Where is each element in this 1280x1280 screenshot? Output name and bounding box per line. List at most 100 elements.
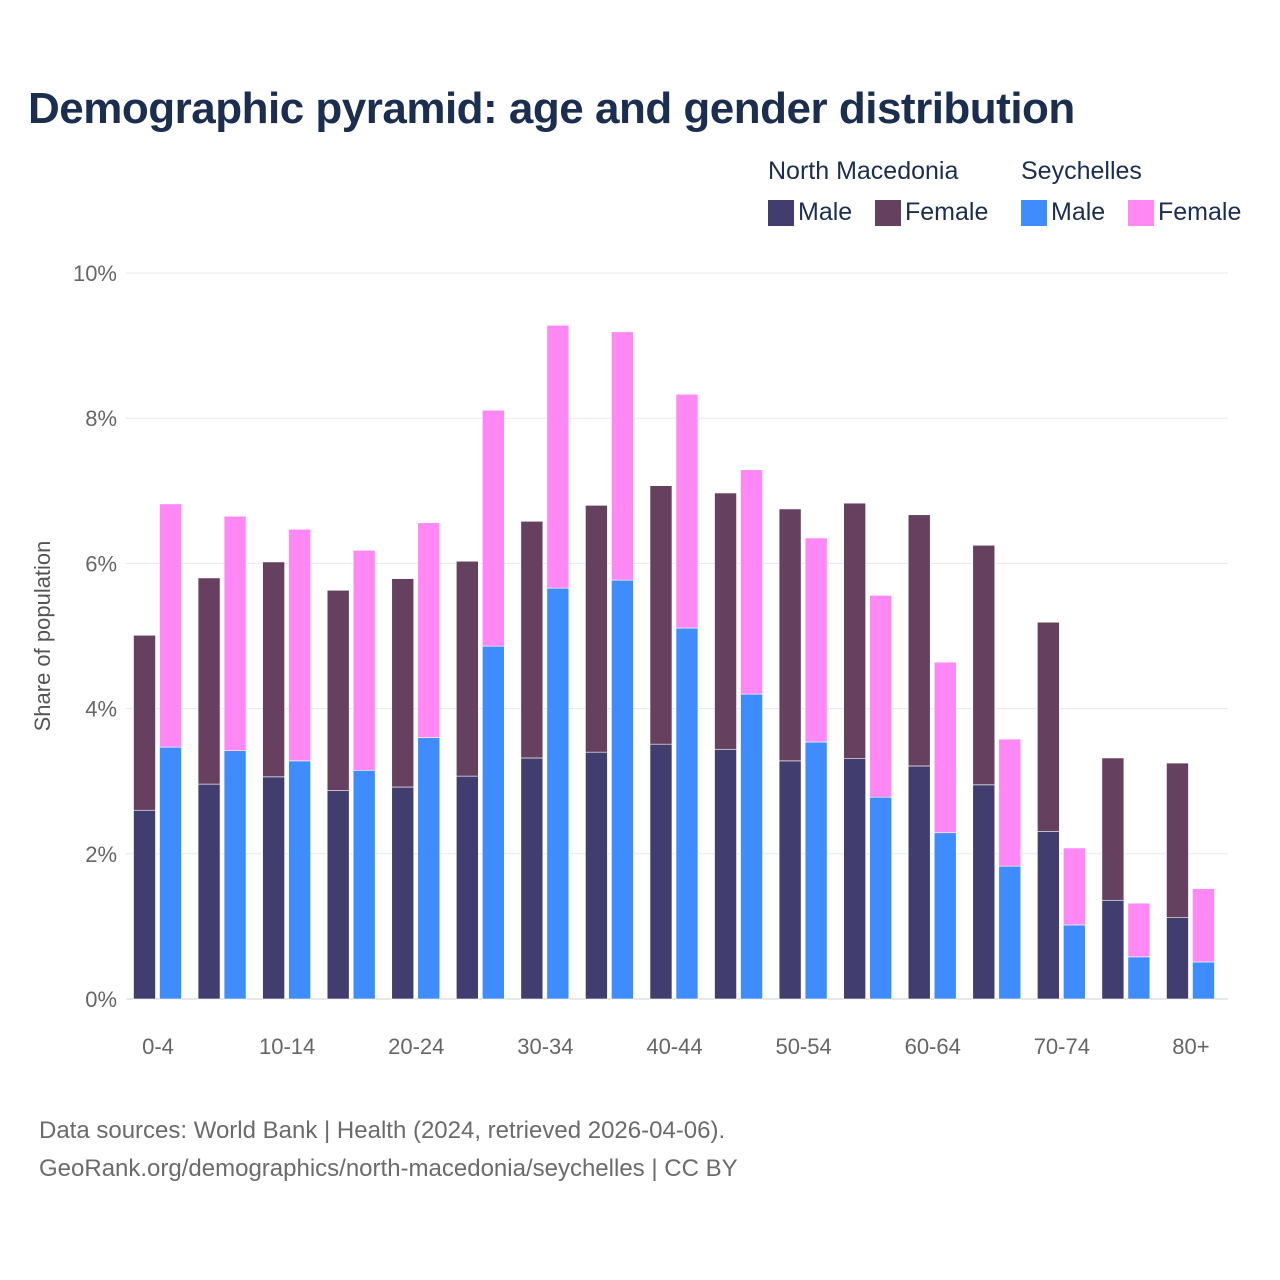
legend-nm-female[interactable]: Female	[875, 198, 988, 227]
bar-seychelles-male-0-4	[159, 746, 182, 1000]
legend-swatch	[1128, 199, 1154, 226]
bar-north-macedonia-female-75-79	[1101, 757, 1125, 901]
x-tick-label: 20-24	[388, 1034, 444, 1059]
legend-sc-female[interactable]: Female	[1128, 198, 1241, 227]
bar-seychelles-male-80+	[1192, 961, 1215, 1000]
bar-north-macedonia-female-15-19	[326, 589, 350, 791]
bar-seychelles-female-65-69	[998, 738, 1022, 867]
bar-seychelles-male-55-59	[869, 796, 892, 1000]
x-tick-label: 60-64	[905, 1034, 961, 1059]
bar-seychelles-female-75-79	[1127, 902, 1151, 958]
bar-north-macedonia-male-20-24	[391, 786, 415, 1000]
legend-label: Male	[1051, 198, 1106, 226]
bar-north-macedonia-female-60-64	[907, 514, 931, 767]
bar-north-macedonia-female-20-24	[391, 578, 415, 788]
legend-swatch	[768, 199, 794, 226]
bar-seychelles-female-70-74	[1063, 847, 1086, 926]
legend-label: Male	[798, 198, 853, 226]
bar-seychelles-male-5-9	[223, 750, 247, 1000]
y-tick-label: 10%	[73, 261, 117, 286]
bar-north-macedonia-female-50-54	[778, 508, 802, 762]
y-axis-label: Share of population	[30, 541, 55, 732]
bar-seychelles-female-0-4	[159, 503, 182, 748]
bar-seychelles-male-70-74	[1063, 924, 1086, 1000]
bar-north-macedonia-female-35-39	[585, 505, 608, 753]
bar-north-macedonia-male-40-44	[649, 743, 673, 1000]
bar-seychelles-female-5-9	[223, 515, 247, 752]
y-tick-label: 8%	[85, 406, 117, 431]
legend-label: Female	[905, 198, 989, 226]
bar-north-macedonia-female-25-29	[455, 560, 479, 777]
footer-sources: Data sources: World Bank | Health (2024,…	[39, 1117, 726, 1144]
legend-group-north-macedonia: North Macedonia	[768, 157, 959, 185]
x-tick-label: 70-74	[1034, 1034, 1090, 1059]
bar-north-macedonia-female-55-59	[843, 502, 866, 759]
x-tick-label: 10-14	[259, 1034, 315, 1059]
bar-north-macedonia-female-0-4	[133, 634, 156, 811]
bar-seychelles-male-45-49	[740, 693, 763, 1000]
bar-north-macedonia-male-70-74	[1037, 830, 1060, 1000]
chart-title: Demographic pyramid: age and gender dist…	[28, 84, 1075, 133]
bar-seychelles-female-45-49	[740, 469, 763, 695]
bar-seychelles-female-10-14	[288, 528, 311, 762]
bar-north-macedonia-male-65-69	[972, 784, 996, 1000]
bar-north-macedonia-male-10-14	[262, 776, 285, 1000]
bar-seychelles-female-35-39	[611, 331, 634, 581]
bar-north-macedonia-male-80+	[1166, 917, 1189, 1000]
bar-seychelles-female-55-59	[869, 595, 892, 798]
bar-seychelles-female-60-64	[933, 661, 957, 834]
bar-north-macedonia-male-55-59	[843, 758, 866, 1000]
legend-sc-male[interactable]: Male	[1021, 198, 1105, 227]
bar-seychelles-male-15-19	[352, 770, 376, 1000]
legend-label: Female	[1158, 198, 1242, 226]
bar-seychelles-female-30-34	[546, 324, 570, 589]
bar-north-macedonia-female-70-74	[1037, 621, 1060, 832]
y-tick-label: 4%	[85, 697, 117, 722]
bar-north-macedonia-male-45-49	[714, 748, 737, 1000]
legend-swatch	[875, 199, 901, 226]
bar-north-macedonia-male-5-9	[197, 783, 221, 1000]
bar-seychelles-male-75-79	[1127, 956, 1151, 1000]
y-tick-label: 6%	[85, 551, 117, 576]
bar-seychelles-male-60-64	[933, 832, 957, 1000]
bar-north-macedonia-female-10-14	[262, 561, 285, 778]
bar-north-macedonia-female-30-34	[520, 520, 544, 759]
bar-north-macedonia-female-5-9	[197, 577, 221, 785]
bar-seychelles-male-50-54	[804, 741, 828, 1000]
legend-group-seychelles: Seychelles	[1021, 157, 1142, 185]
x-tick-label: 50-54	[775, 1034, 831, 1059]
bar-seychelles-male-25-29	[481, 645, 505, 1000]
bar-north-macedonia-male-25-29	[455, 775, 479, 1000]
bar-north-macedonia-male-0-4	[133, 809, 156, 1000]
bar-seychelles-male-40-44	[675, 627, 699, 1000]
bar-north-macedonia-male-35-39	[585, 751, 608, 1000]
y-tick-label: 0%	[85, 987, 117, 1012]
bar-north-macedonia-male-15-19	[326, 790, 350, 1000]
bar-north-macedonia-male-50-54	[778, 760, 802, 1000]
bar-north-macedonia-female-40-44	[649, 485, 673, 745]
bar-seychelles-male-10-14	[288, 760, 311, 1000]
bar-north-macedonia-female-80+	[1166, 762, 1189, 918]
footer-attribution: GeoRank.org/demographics/north-macedonia…	[39, 1155, 738, 1182]
bar-seychelles-female-80+	[1192, 888, 1215, 963]
y-tick-label: 2%	[85, 842, 117, 867]
bar-seychelles-female-20-24	[417, 522, 441, 738]
bar-north-macedonia-male-60-64	[907, 765, 931, 1000]
bar-seychelles-male-35-39	[611, 579, 634, 1000]
legend-nm-male[interactable]: Male	[768, 198, 852, 227]
bar-seychelles-female-50-54	[804, 537, 828, 743]
bar-seychelles-female-15-19	[352, 550, 376, 771]
legend-swatch	[1021, 199, 1047, 226]
bar-seychelles-male-20-24	[417, 737, 441, 1000]
bar-seychelles-male-65-69	[998, 865, 1022, 1000]
bar-seychelles-female-25-29	[481, 409, 505, 647]
bar-north-macedonia-male-75-79	[1101, 899, 1125, 1000]
x-tick-label: 80+	[1172, 1034, 1209, 1059]
x-tick-label: 30-34	[517, 1034, 573, 1059]
bar-seychelles-male-30-34	[546, 587, 570, 1000]
x-tick-label: 0-4	[142, 1034, 174, 1059]
bar-seychelles-female-40-44	[675, 393, 699, 629]
bar-north-macedonia-female-45-49	[714, 492, 737, 750]
bar-north-macedonia-male-30-34	[520, 757, 544, 1000]
